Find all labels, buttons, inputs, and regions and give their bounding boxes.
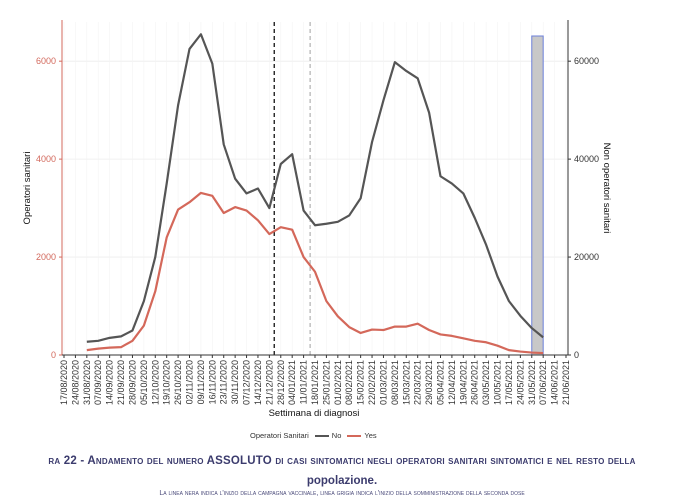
x-tick-label: 09/11/2020 <box>196 360 206 404</box>
x-tick-label: 28/12/2020 <box>276 360 286 405</box>
x-tick-label: 25/01/2021 <box>321 360 331 405</box>
x-tick-label: 17/08/2020 <box>59 360 69 405</box>
y-right-tick-label: 40000 <box>574 154 599 164</box>
series-lines <box>86 33 544 355</box>
x-tick-label: 28/09/2020 <box>127 360 137 405</box>
x-tick-label: 16/11/2020 <box>207 360 217 404</box>
x-tick-label: 15/02/2021 <box>356 360 366 405</box>
y-right-tick-label: 60000 <box>574 56 599 66</box>
x-tick-label: 10/05/2021 <box>493 360 503 405</box>
legend-label-no: No <box>331 431 342 440</box>
y-axis-right-title: Non operatori sanitari <box>601 143 612 234</box>
legend-item-no: No <box>314 431 342 440</box>
x-tick-label: 07/06/2021 <box>538 360 548 405</box>
x-tick-label: 12/10/2020 <box>150 360 160 405</box>
x-tick-label: 14/09/2020 <box>105 360 115 405</box>
x-tick-label: 23/11/2020 <box>219 360 229 404</box>
x-tick-label: 05/04/2021 <box>436 360 446 405</box>
x-tick-label: 18/01/2021 <box>310 360 320 405</box>
shaded-region <box>531 35 544 356</box>
x-tick-label: 22/03/2021 <box>413 360 423 405</box>
shaded-rect <box>531 35 544 356</box>
x-axis-title: Settimana di diagnosi <box>269 408 360 419</box>
x-tick-label: 14/06/2021 <box>550 360 560 405</box>
x-tick-label: 07/12/2020 <box>242 360 252 405</box>
x-tick-label: 31/08/2020 <box>82 360 92 405</box>
x-tick-label: 03/05/2021 <box>481 360 491 405</box>
x-tick-label: 15/03/2021 <box>401 360 411 405</box>
x-tick-label: 19/04/2021 <box>458 360 468 405</box>
y-left-tick-label: 2000 <box>36 252 56 262</box>
legend-item-yes: Yes <box>347 431 377 440</box>
y-left-tick-label: 4000 <box>36 154 56 164</box>
y-left-tick-label: 0 <box>51 350 56 360</box>
x-tick-label: 08/03/2021 <box>390 360 400 405</box>
x-tick-label: 21/09/2020 <box>116 360 126 405</box>
x-tick-label: 26/04/2021 <box>470 360 480 405</box>
y-axis-left-title: Operatori sanitari <box>22 152 33 225</box>
x-tick-label: 04/01/2021 <box>287 360 297 405</box>
x-tick-label: 21/06/2021 <box>561 360 571 405</box>
legend: Operatori Sanitari No Yes <box>250 431 377 440</box>
x-tick-label: 07/09/2020 <box>93 360 103 405</box>
y-left-tick-label: 6000 <box>36 56 56 66</box>
y-right-tick-label: 0 <box>574 350 579 360</box>
figure-caption-title: ra 22 - Andamento del numero ASSOLUTO di… <box>48 455 636 467</box>
x-tick-label: 01/02/2021 <box>333 360 343 405</box>
x-tick-label: 01/03/2021 <box>378 360 388 405</box>
x-tick-label: 21/12/2020 <box>264 360 274 405</box>
legend-label-yes: Yes <box>364 431 377 440</box>
x-tick-label: 24/05/2021 <box>515 360 525 405</box>
x-tick-label: 29/03/2021 <box>424 360 434 405</box>
x-tick-label: 14/12/2020 <box>253 360 263 405</box>
grid <box>62 22 568 356</box>
legend-swatch-no <box>314 435 329 438</box>
x-tick-label: 05/10/2020 <box>139 360 149 405</box>
x-tick-label: 31/05/2021 <box>527 360 537 405</box>
x-tick-label: 12/04/2021 <box>447 360 457 405</box>
x-tick-label: 17/05/2021 <box>504 360 514 405</box>
x-tick-label: 24/08/2020 <box>70 360 80 405</box>
x-tick-label: 11/01/2021 <box>299 360 309 404</box>
legend-title: Operatori Sanitari <box>250 431 309 440</box>
x-tick-label: 30/11/2020 <box>230 360 240 404</box>
x-tick-label: 26/10/2020 <box>173 360 183 405</box>
legend-swatch-yes <box>347 435 362 438</box>
y-right-tick-label: 20000 <box>574 252 599 262</box>
x-tick-label: 08/02/2021 <box>344 360 354 405</box>
figure-caption-title-cont: popolazione. <box>306 475 378 487</box>
x-tick-label: 19/10/2020 <box>162 360 172 405</box>
figure-caption-note: La linea nera indica l'inizio della camp… <box>159 490 525 497</box>
x-tick-label: 02/11/2020 <box>185 360 195 404</box>
x-tick-label: 22/02/2021 <box>367 360 377 405</box>
